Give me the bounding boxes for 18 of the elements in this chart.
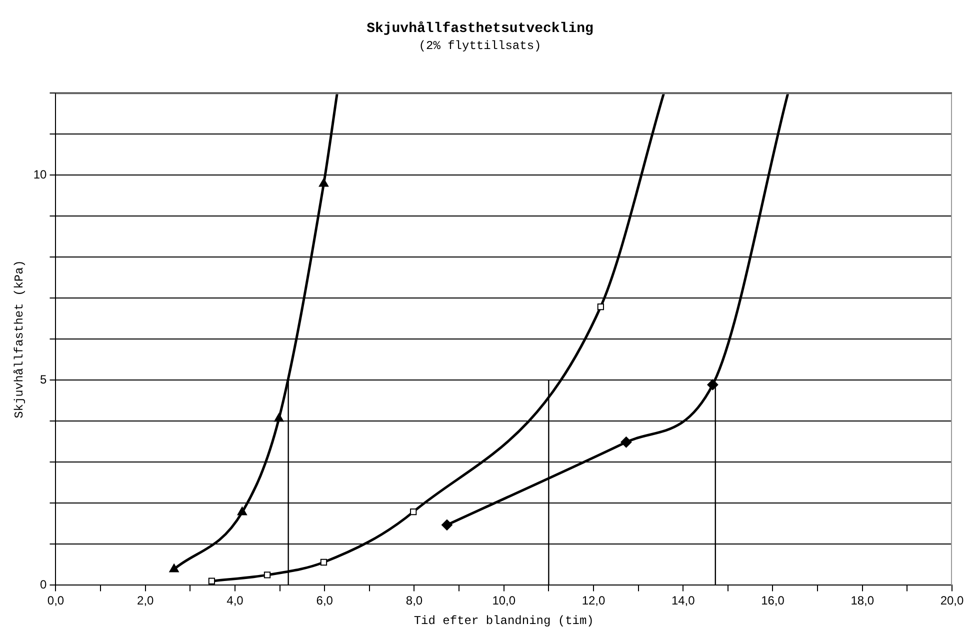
x-tick-label: 12,0 xyxy=(582,594,606,608)
x-tick-label: 6,0 xyxy=(316,594,334,608)
y-tick-label: 10 xyxy=(33,168,48,182)
x-tick-label: 10,0 xyxy=(492,594,516,608)
x-tick-label: 4,0 xyxy=(226,594,244,608)
x-tick-label: 16,0 xyxy=(761,594,785,608)
x-tick-label: 2,0 xyxy=(137,594,154,608)
y-tick-label: 5 xyxy=(40,372,48,387)
y-axis-title: Skjuvhållfasthet (kPa) xyxy=(12,260,26,418)
x-tick-label: 14,0 xyxy=(671,594,696,608)
x-tick-label: 20,0 xyxy=(940,594,964,608)
x-tick-label: 8,0 xyxy=(406,594,423,608)
y-tick-label: 0 xyxy=(40,578,48,592)
x-axis-title: Tid efter blandning (tim) xyxy=(414,614,594,628)
chart-subtitle: (2% flyttillsats) xyxy=(418,39,542,54)
x-tick-label: 18,0 xyxy=(850,594,874,608)
x-tick-label: 0,0 xyxy=(47,594,64,608)
chart-title: Skjuvhållfasthetsutveckling xyxy=(366,20,594,37)
